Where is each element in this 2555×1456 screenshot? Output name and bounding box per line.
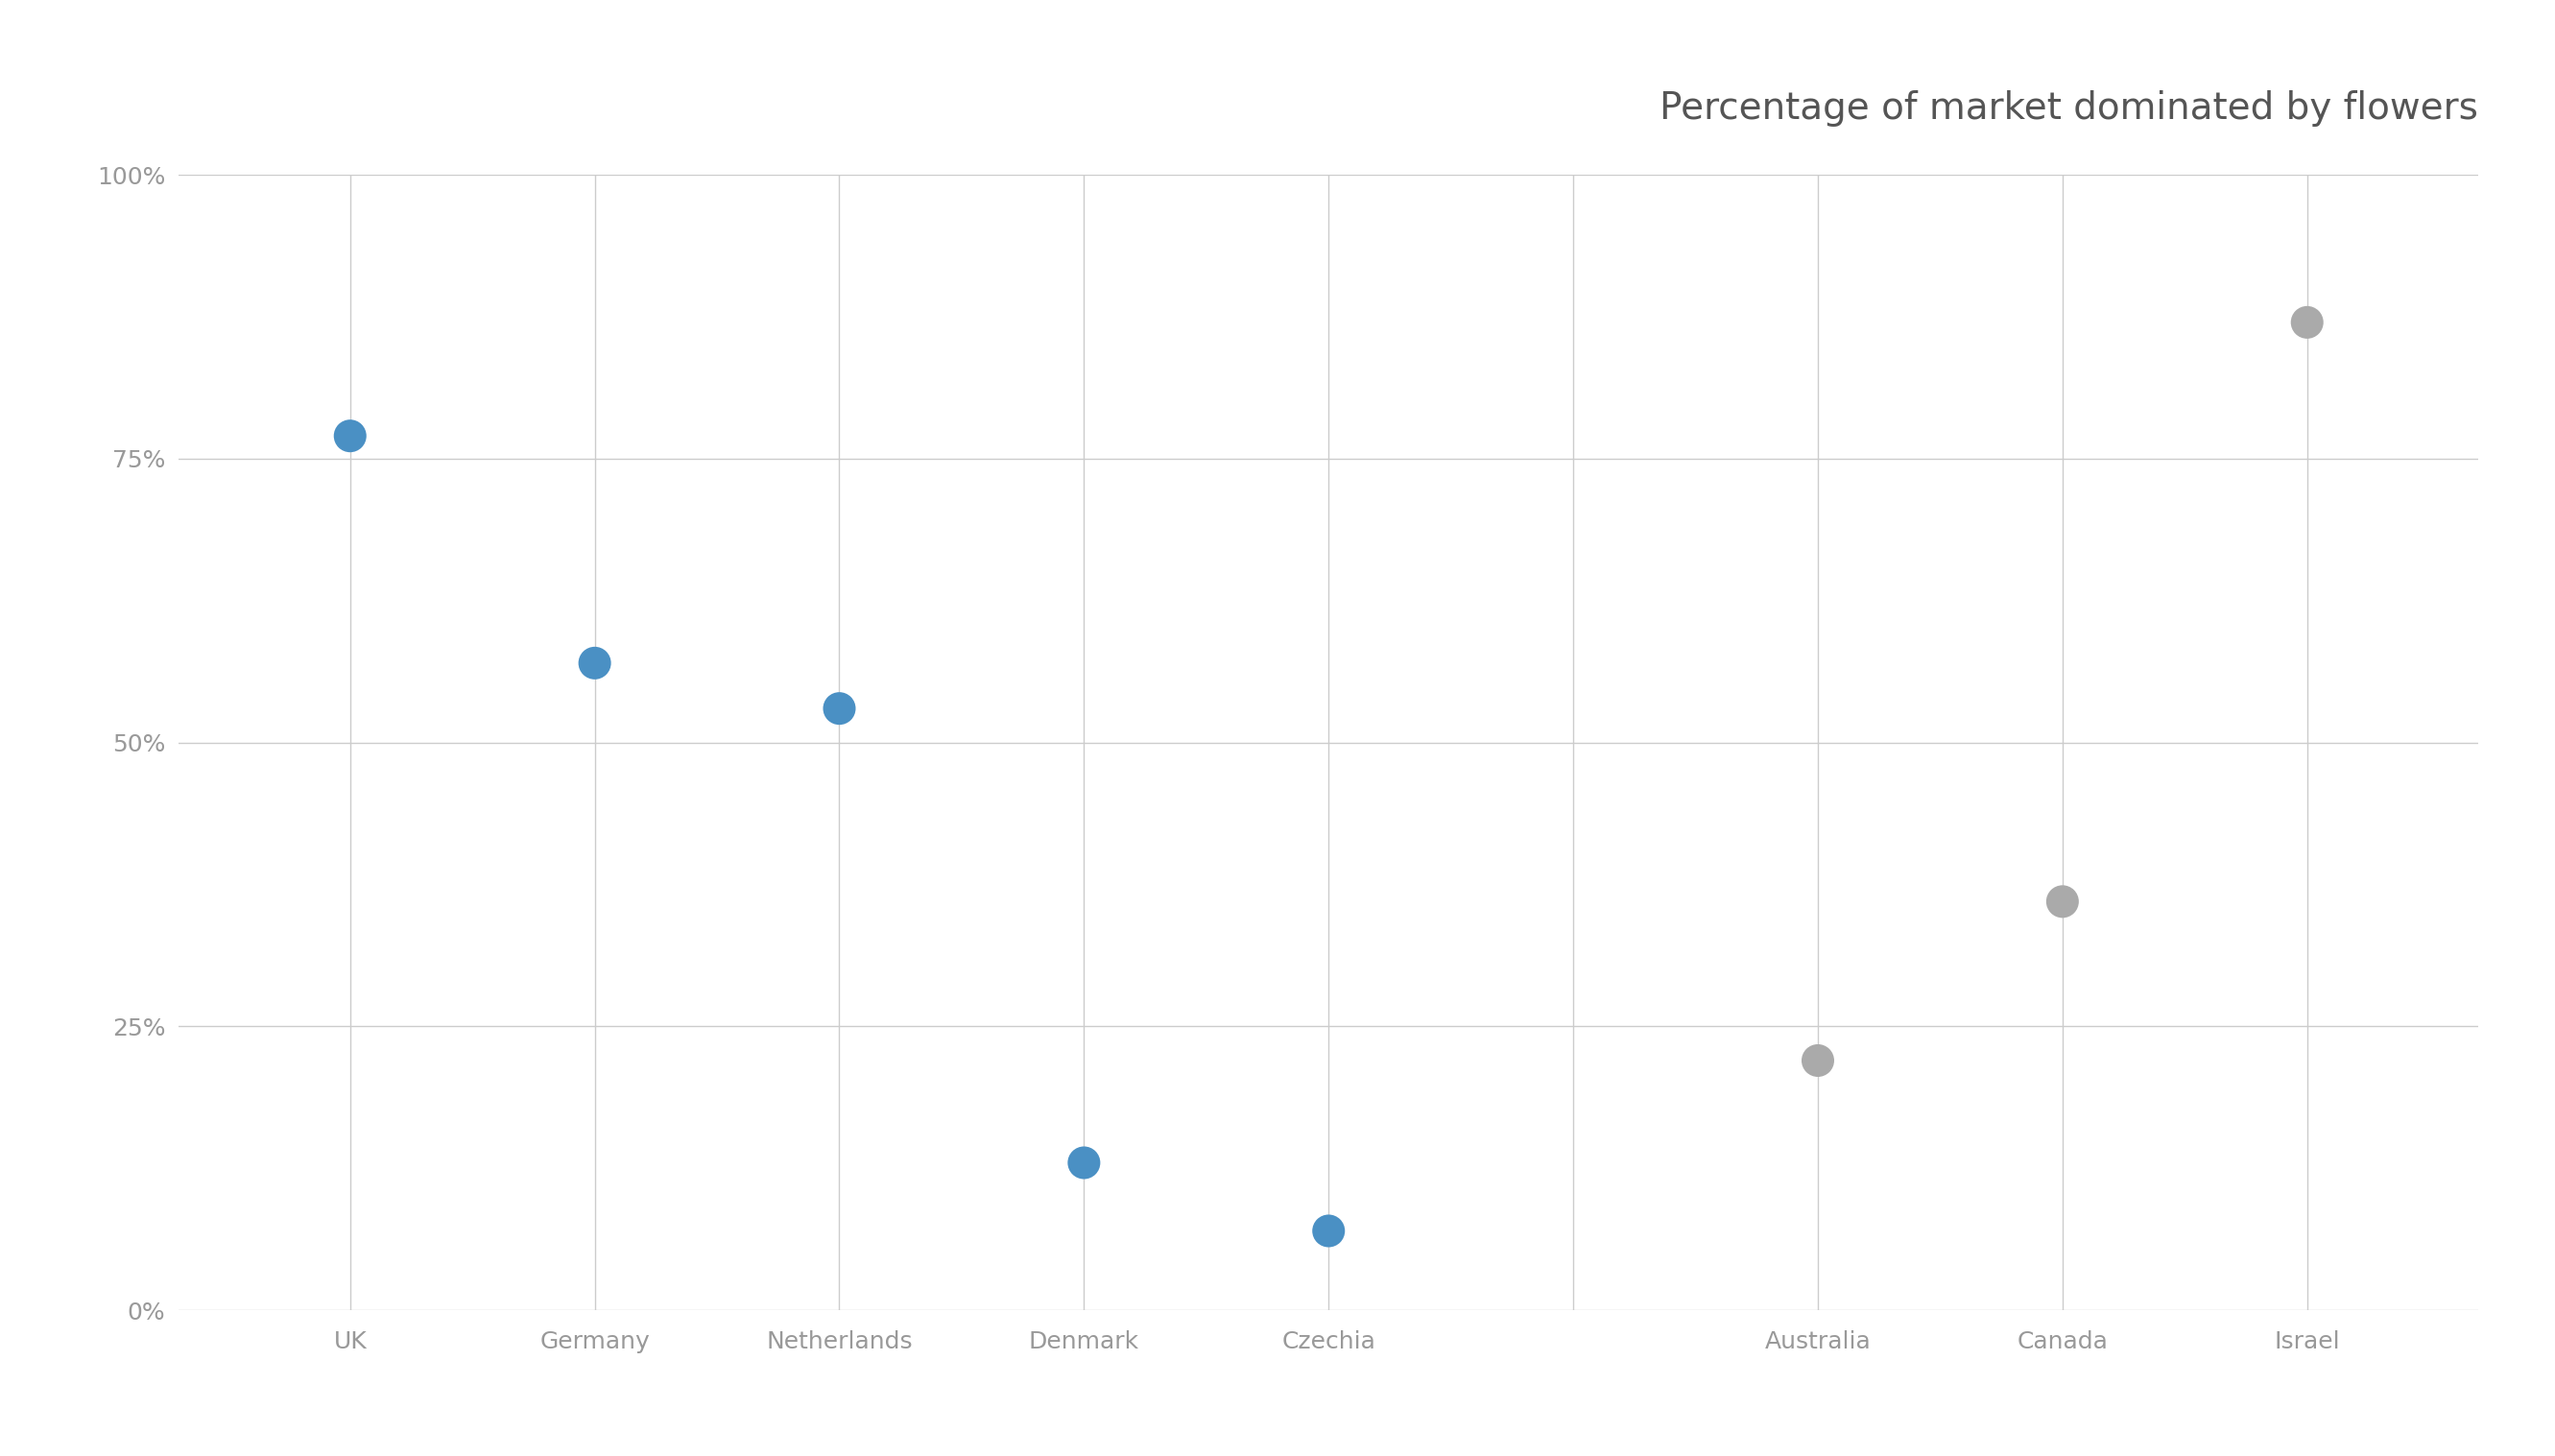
Point bbox=[330, 424, 370, 447]
Point bbox=[1063, 1152, 1104, 1175]
Point bbox=[1796, 1048, 1837, 1072]
Text: Percentage of market dominated by flowers: Percentage of market dominated by flower… bbox=[1661, 90, 2478, 127]
Point bbox=[2041, 890, 2082, 913]
Point bbox=[820, 697, 861, 721]
Point bbox=[575, 651, 616, 674]
Point bbox=[2287, 310, 2328, 333]
Point bbox=[1308, 1219, 1349, 1242]
